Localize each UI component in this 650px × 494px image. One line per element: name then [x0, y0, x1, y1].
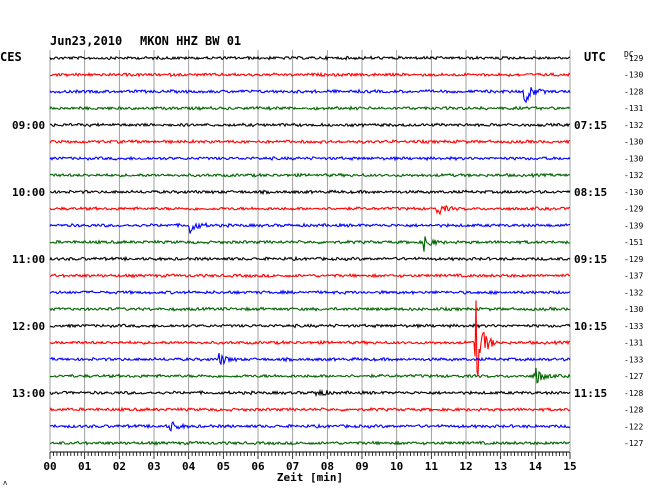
left-time-label: 12:00: [12, 320, 45, 333]
trace-18: [49, 352, 571, 366]
x-tick-label: 03: [147, 460, 160, 473]
header-station: MKON HHZ BW 01: [140, 34, 241, 48]
dc-offset-label: -128: [624, 406, 643, 415]
left-time-label: 13:00: [12, 387, 45, 400]
trace-3: [49, 105, 571, 111]
x-tick-label: 12: [459, 460, 472, 473]
trace-9: [49, 205, 570, 216]
dc-offset-label: -132: [624, 171, 643, 180]
trace-13: [49, 272, 571, 279]
right-time-label: 07:15: [574, 119, 607, 132]
dc-offset-label: -128: [624, 87, 643, 96]
dc-offset-label: -129: [624, 255, 643, 264]
x-tick-label: 01: [78, 460, 92, 473]
x-tick-label: 14: [529, 460, 543, 473]
x-tick-label: 11: [425, 460, 439, 473]
trace-19: [49, 367, 571, 384]
dc-offset-label: -128: [624, 389, 643, 398]
trace-11: [49, 236, 571, 252]
header-date: Jun23,2010: [50, 34, 122, 48]
x-tick-label: 10: [390, 460, 403, 473]
trace-16: [49, 323, 571, 329]
dc-offset-label: -139: [624, 221, 643, 230]
trace-10: [49, 221, 571, 234]
trace-8: [49, 189, 571, 196]
trace-22: [49, 420, 571, 432]
left-time-label: 09:00: [12, 119, 45, 132]
trace-labels: -129 -130 -128 -131 -132 -130 -130 -132 -130 -129…: [12, 54, 643, 448]
trace-6: [49, 155, 571, 162]
trace-5: [49, 138, 571, 145]
dc-offset-label: -130: [624, 154, 643, 163]
dc-offset-label: -151: [624, 238, 643, 247]
x-tick-label: 00: [43, 460, 56, 473]
left-timezone-label: CES: [0, 50, 22, 64]
dc-offset-label: -130: [624, 188, 643, 197]
trace-20: [49, 388, 571, 398]
x-tick-label: 09: [355, 460, 368, 473]
trace-2: [49, 87, 571, 104]
dc-offset-label: -122: [624, 422, 643, 431]
dc-offset-label: -131: [624, 339, 643, 348]
trace-23: [49, 440, 570, 446]
dc-offset-label: -130: [624, 71, 643, 80]
trace-14: [49, 289, 571, 296]
x-axis-title: Zeit [min]: [277, 471, 343, 484]
x-tick-label: 06: [251, 460, 265, 473]
x-tick-label: 04: [182, 460, 196, 473]
trace-1: [49, 71, 571, 78]
right-time-label: 11:15: [574, 387, 607, 400]
dc-offset-label: -132: [624, 288, 643, 297]
trace-17: [49, 300, 571, 376]
trace-0: [49, 55, 571, 62]
x-tick-label: 08: [321, 460, 334, 473]
trace-21: [49, 406, 571, 413]
dc-offset-label: -129: [624, 54, 643, 63]
dc-offset-label: -130: [624, 305, 643, 314]
x-tick-label: 02: [113, 460, 126, 473]
dc-offset-label: -127: [624, 439, 643, 448]
trace-7: [49, 172, 570, 179]
dc-label: DC: [624, 50, 634, 59]
x-tick-label: 07: [286, 460, 299, 473]
trace-4: [49, 122, 570, 128]
dc-offset-label: -133: [624, 355, 643, 364]
left-time-label: 11:00: [12, 253, 45, 266]
seismic-traces: [49, 55, 571, 446]
dc-offset-label: -132: [624, 121, 643, 130]
x-axis: 00 01 02 03 04 05 06 07 08 09 10 11 12 13 14 15: [43, 451, 577, 473]
dc-offset-label: -129: [624, 205, 643, 214]
right-time-label: 08:15: [574, 186, 607, 199]
dc-offset-label: -130: [624, 138, 643, 147]
trace-12: [49, 255, 571, 262]
left-time-label: 10:00: [12, 186, 45, 199]
right-time-label: 10:15: [574, 320, 607, 333]
right-time-label: 09:15: [574, 253, 607, 266]
x-tick-label: 05: [217, 460, 230, 473]
dc-offset-label: -137: [624, 272, 643, 281]
dc-offset-label: -131: [624, 104, 643, 113]
x-tick-label: 15: [563, 460, 576, 473]
x-tick-label: 13: [494, 460, 507, 473]
vertical-grid: [49, 50, 571, 452]
dc-offset-label: -133: [624, 322, 643, 331]
dc-offset-label: -127: [624, 372, 643, 381]
right-timezone-label: UTC: [584, 50, 606, 64]
svg-text:ʌ: ʌ: [3, 479, 7, 487]
trace-15: [49, 306, 571, 312]
